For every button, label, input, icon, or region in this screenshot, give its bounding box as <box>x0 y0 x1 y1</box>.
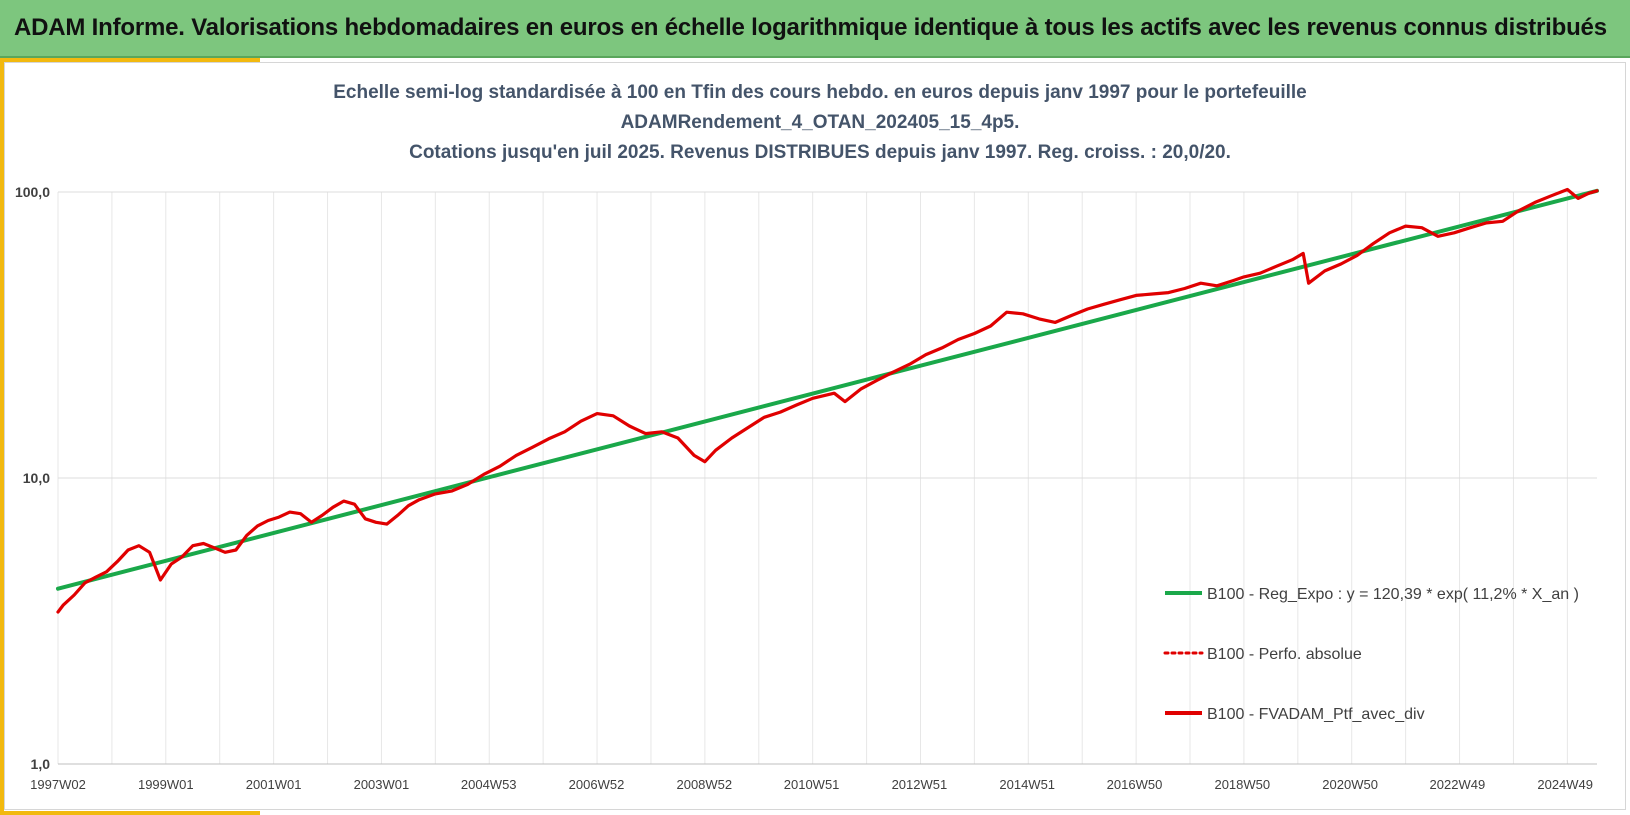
legend: B100 - Reg_Expo : y = 120,39 * exp( 11,2… <box>1163 586 1579 723</box>
x-axis-ticks: 1997W02 1999W01 2001W01 2003W01 2004W53 2006W… <box>30 777 1593 792</box>
x-tick-label: 2018W50 <box>1214 777 1270 792</box>
accent-bar-bottom <box>0 811 260 815</box>
y-tick-label: 10,0 <box>23 470 50 486</box>
accent-bar-left <box>0 58 4 815</box>
chart-frame <box>4 62 1626 810</box>
x-tick-label: 2020W50 <box>1322 777 1378 792</box>
x-tick-label: 2014W51 <box>999 777 1055 792</box>
x-tick-label: 2012W51 <box>892 777 948 792</box>
series-line-3 <box>56 187 1599 614</box>
series-line-1 <box>56 188 1599 591</box>
y-tick-label: 100,0 <box>15 184 50 200</box>
x-tick-label: 1999W01 <box>138 777 194 792</box>
x-tick-label: 1997W02 <box>30 777 86 792</box>
series-layer <box>56 187 1599 614</box>
x-tick-label: 2022W49 <box>1430 777 1486 792</box>
x-tick-label: 2003W01 <box>354 777 410 792</box>
y-axis-ticks: 1,0 10,0 100,0 <box>15 184 50 772</box>
chart-title-line-3: Cotations jusqu'en juil 2025. Revenus DI… <box>409 142 1231 163</box>
x-tick-label: 2008W52 <box>676 777 732 792</box>
x-tick-label: 2006W52 <box>569 777 625 792</box>
chart-title: Echelle semi-log standardisée à 100 en T… <box>333 82 1307 163</box>
legend-label-1: B100 - Reg_Expo : y = 120,39 * exp( 11,2… <box>1207 586 1579 603</box>
x-tick-label: 2001W01 <box>246 777 302 792</box>
page-title: ADAM Informe. Valorisations hebdomadaire… <box>14 14 1607 41</box>
legend-label-3: B100 - FVADAM_Ptf_avec_div <box>1207 706 1425 723</box>
x-tick-label: 2016W50 <box>1107 777 1163 792</box>
x-tick-label: 2004W53 <box>461 777 517 792</box>
x-tick-label: 2024W49 <box>1537 777 1593 792</box>
accent-bar-top <box>0 58 260 62</box>
grid-lines <box>57 191 1597 765</box>
chart-title-line-1: Echelle semi-log standardisée à 100 en T… <box>333 82 1307 103</box>
x-tick-label: 2010W51 <box>784 777 840 792</box>
y-tick-label: 1,0 <box>31 756 51 772</box>
header-banner: ADAM Informe. Valorisations hebdomadaire… <box>0 0 1630 58</box>
legend-label-2: B100 - Perfo. absolue <box>1207 646 1362 663</box>
chart-title-line-2: ADAMRendement_4_OTAN_202405_15_4p5. <box>621 112 1020 133</box>
